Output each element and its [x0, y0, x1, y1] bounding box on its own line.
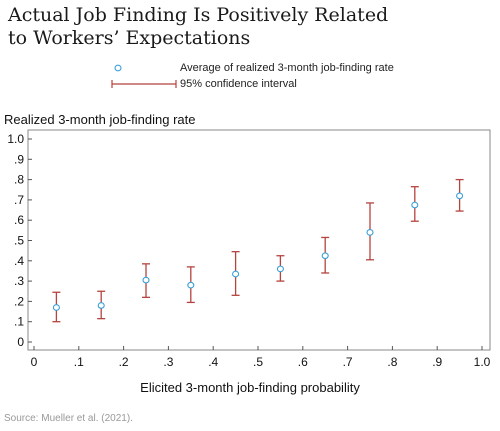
legend-marker-label: Average of realized 3-month job-finding … — [180, 62, 394, 74]
x-tick-label: .4 — [208, 355, 218, 369]
mean-marker — [97, 302, 105, 309]
plot-frame — [27, 129, 491, 351]
data-point — [186, 266, 195, 304]
data-point — [142, 263, 150, 298]
mean-marker — [366, 229, 374, 236]
x-axis-title: Elicited 3-month job-finding probability — [140, 380, 360, 395]
x-tick-label: .5 — [253, 355, 263, 369]
data-point — [455, 178, 464, 212]
y-axis-title: Realized 3-month job-finding rate — [4, 112, 196, 127]
data-point — [366, 202, 374, 261]
axis-ticks: 0 .1 .2 .3 .4 .5 .6 .7 .8 .9 1.0 0 .1 .2 .3 .4 .5 .6 .7 .8.… — [7, 132, 490, 369]
data-point — [321, 236, 330, 274]
x-tick-label: .3 — [163, 355, 173, 369]
legend-marker-symbol — [110, 60, 180, 76]
mean-marker — [456, 192, 464, 200]
data-point — [52, 291, 61, 323]
y-tick-label: 1.0 — [7, 132, 24, 146]
y-tick-label: .7 — [14, 193, 24, 207]
y-tick-label: .4 — [14, 254, 24, 268]
x-tick-label: .1 — [74, 355, 84, 369]
legend-entry-marker: Average of realized 3-month job-finding … — [110, 60, 394, 76]
data-point — [276, 255, 285, 282]
data-point — [410, 186, 419, 222]
mean-marker — [411, 201, 419, 209]
mean-marker — [321, 252, 329, 260]
x-tick-label: .2 — [119, 355, 129, 369]
legend: Average of realized 3-month job-finding … — [110, 60, 394, 92]
data-series — [52, 178, 464, 323]
source-note: Source: Mueller et al. (2021). — [4, 413, 133, 424]
data-point — [97, 290, 106, 320]
y-tick-label: .8 — [14, 173, 24, 187]
y-tick-label: .1 — [14, 315, 24, 329]
chart-title-line-1: Actual Job Finding Is Positively Related — [8, 4, 389, 26]
legend-circle-marker — [114, 64, 122, 72]
y-tick-label: .2 — [14, 294, 24, 308]
mean-marker — [187, 281, 195, 289]
y-tick-label: .6 — [14, 213, 24, 227]
legend-interval-label: 95% confidence interval — [180, 78, 297, 90]
plot-frame-box — [27, 129, 491, 351]
chart-title: Actual Job Finding Is Positively Related… — [8, 4, 488, 50]
y-tick-label: 0 — [17, 335, 24, 349]
x-tick-label: .9 — [432, 355, 442, 369]
legend-interval-symbol — [110, 76, 180, 92]
y-tick-label: .3 — [14, 274, 24, 288]
y-tick-label: .9 — [14, 152, 24, 166]
x-tick-label: 1.0 — [474, 355, 491, 369]
data-point — [231, 251, 240, 296]
chart-title-line-2: to Workers’ Expectations — [8, 27, 251, 49]
mean-marker — [52, 304, 60, 311]
x-tick-label: .6 — [298, 355, 308, 369]
x-tick-label: 0 — [31, 355, 38, 369]
x-tick-label: .8 — [387, 355, 397, 369]
x-tick-label: .7 — [343, 355, 353, 369]
mean-marker — [276, 265, 284, 273]
y-tick-label: .5 — [14, 234, 24, 248]
mean-marker — [232, 270, 240, 278]
mean-marker — [142, 276, 150, 284]
legend-entry-interval: 95% confidence interval — [110, 76, 394, 92]
